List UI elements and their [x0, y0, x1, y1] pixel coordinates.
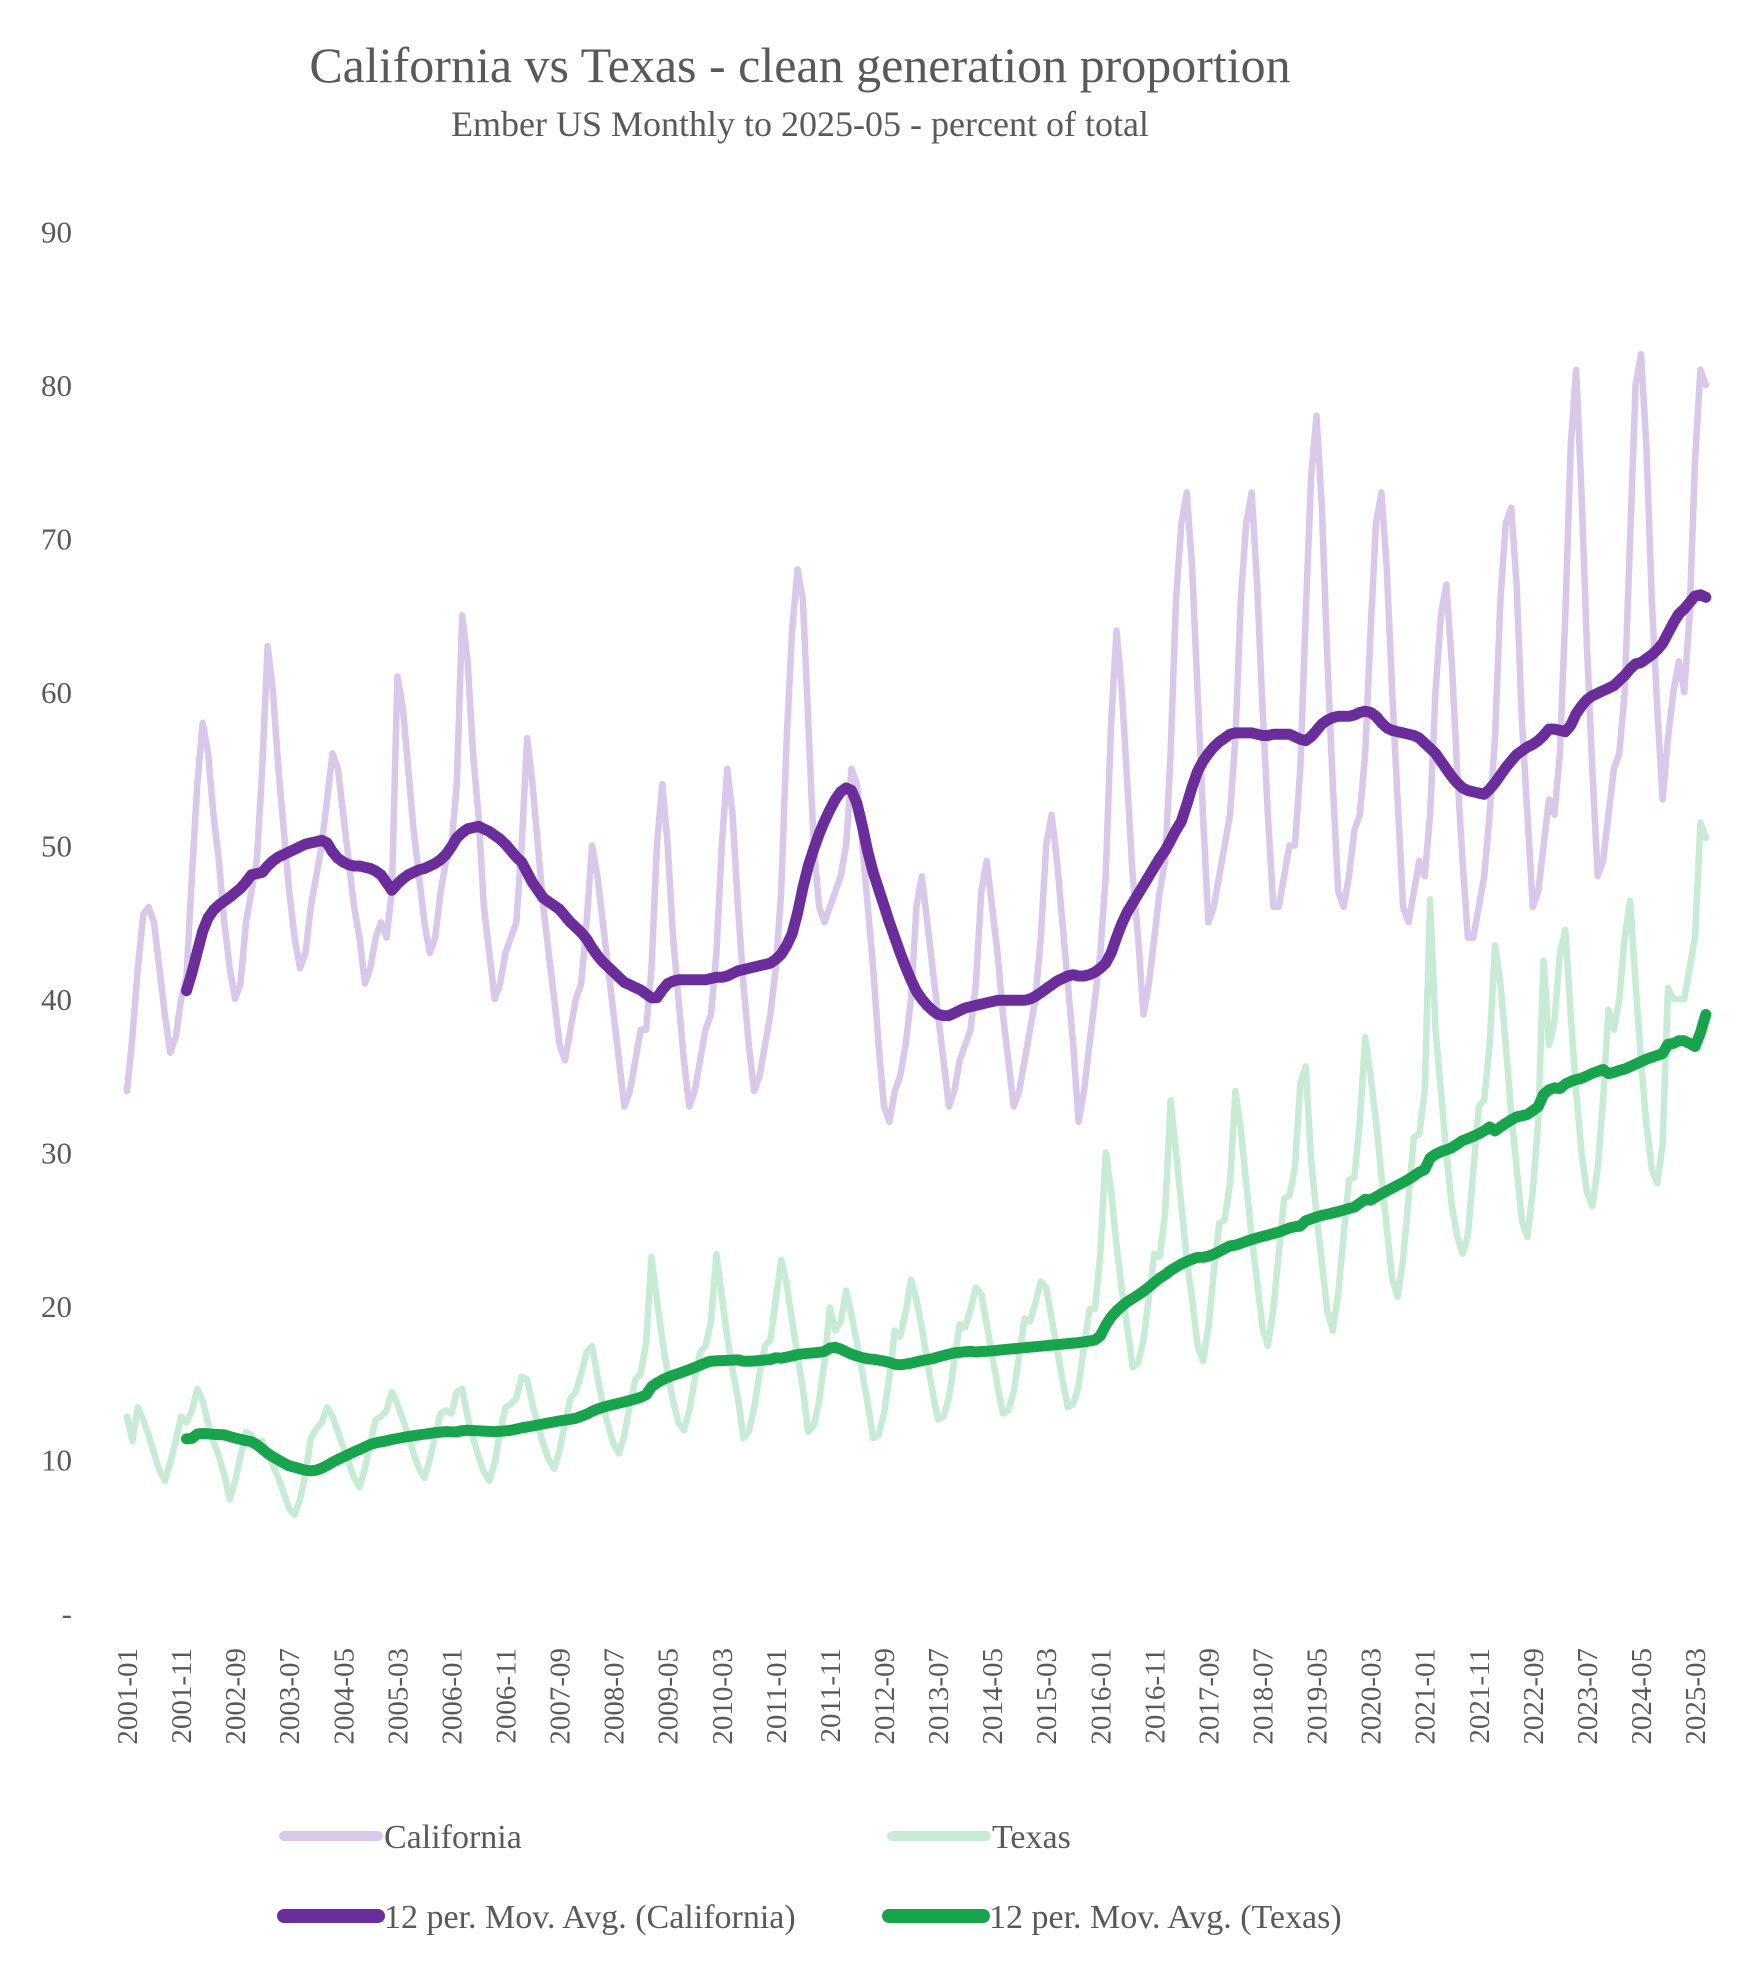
x-tick-label: 2022-09 — [1518, 1648, 1550, 1745]
california-monthly-line — [123, 351, 1710, 1126]
y-tick-label: 70 — [41, 522, 72, 557]
california-moving-average-line — [181, 589, 1712, 1022]
y-tick-label: 80 — [41, 368, 72, 403]
x-tick-label: 2004-05 — [328, 1648, 360, 1745]
y-tick-label: 60 — [41, 675, 72, 710]
y-axis-tick-labels: 90 80 70 60 50 40 30 20 10 - — [41, 215, 72, 1632]
y-tick-label: - — [62, 1596, 72, 1631]
x-tick-label: 2015-03 — [1031, 1648, 1063, 1745]
chart-subtitle: Ember US Monthly to 2025-05 - percent of… — [451, 104, 1149, 144]
x-tick-label: 2014-05 — [977, 1648, 1009, 1745]
x-tick-label: 2011-11 — [815, 1648, 847, 1743]
series-lines — [123, 351, 1712, 1519]
x-tick-label: 2007-09 — [545, 1648, 577, 1745]
x-tick-label: 2006-01 — [436, 1648, 468, 1745]
y-tick-label: 20 — [41, 1289, 72, 1324]
x-tick-label: 2001-01 — [112, 1648, 144, 1745]
y-tick-label: 90 — [41, 215, 72, 250]
x-tick-label: 2019-05 — [1302, 1648, 1334, 1745]
x-tick-label: 2017-09 — [1193, 1648, 1225, 1745]
y-tick-label: 40 — [41, 982, 72, 1017]
x-tick-label: 2008-07 — [599, 1648, 631, 1745]
chart-title: California vs Texas - clean generation p… — [309, 37, 1290, 93]
x-axis-tick-labels: 2001-01 2001-11 2002-09 2003-07 2004-05 2005-… — [112, 1648, 1712, 1745]
x-tick-label: 2010-03 — [707, 1648, 739, 1745]
x-tick-label: 2011-01 — [761, 1648, 793, 1744]
chart-legend: California Texas 12 per. Mov. Avg. (Califo… — [277, 1819, 1342, 1936]
x-tick-label: 2016-01 — [1085, 1648, 1117, 1745]
y-tick-label: 50 — [41, 829, 72, 864]
legend-label-texas: Texas — [992, 1819, 1071, 1856]
x-tick-label: 2005-03 — [382, 1648, 414, 1745]
x-tick-label: 2006-11 — [490, 1648, 522, 1744]
y-tick-label: 30 — [41, 1136, 72, 1171]
x-tick-label: 2009-05 — [653, 1648, 685, 1745]
x-tick-label: 2020-03 — [1356, 1648, 1388, 1745]
x-tick-label: 2001-11 — [166, 1648, 198, 1744]
x-tick-label: 2002-09 — [220, 1648, 252, 1745]
texas-monthly-line — [123, 819, 1710, 1519]
x-tick-label: 2021-01 — [1410, 1648, 1442, 1745]
texas-moving-average-line — [181, 1009, 1712, 1477]
x-tick-label: 2018-07 — [1247, 1648, 1279, 1745]
x-tick-label: 2024-05 — [1626, 1648, 1658, 1745]
legend-label-california_ma: 12 per. Mov. Avg. (California) — [384, 1899, 796, 1936]
legend-label-texas_ma: 12 per. Mov. Avg. (Texas) — [989, 1899, 1342, 1936]
x-tick-label: 2003-07 — [274, 1648, 306, 1745]
x-tick-label: 2025-03 — [1680, 1648, 1712, 1745]
x-tick-label: 2012-09 — [869, 1648, 901, 1745]
x-tick-label: 2021-11 — [1464, 1648, 1496, 1744]
legend-label-california: California — [384, 1819, 522, 1856]
x-tick-label: 2016-11 — [1139, 1648, 1171, 1744]
x-tick-label: 2023-07 — [1572, 1648, 1604, 1745]
x-tick-label: 2013-07 — [923, 1648, 955, 1745]
y-tick-label: 10 — [41, 1443, 72, 1478]
